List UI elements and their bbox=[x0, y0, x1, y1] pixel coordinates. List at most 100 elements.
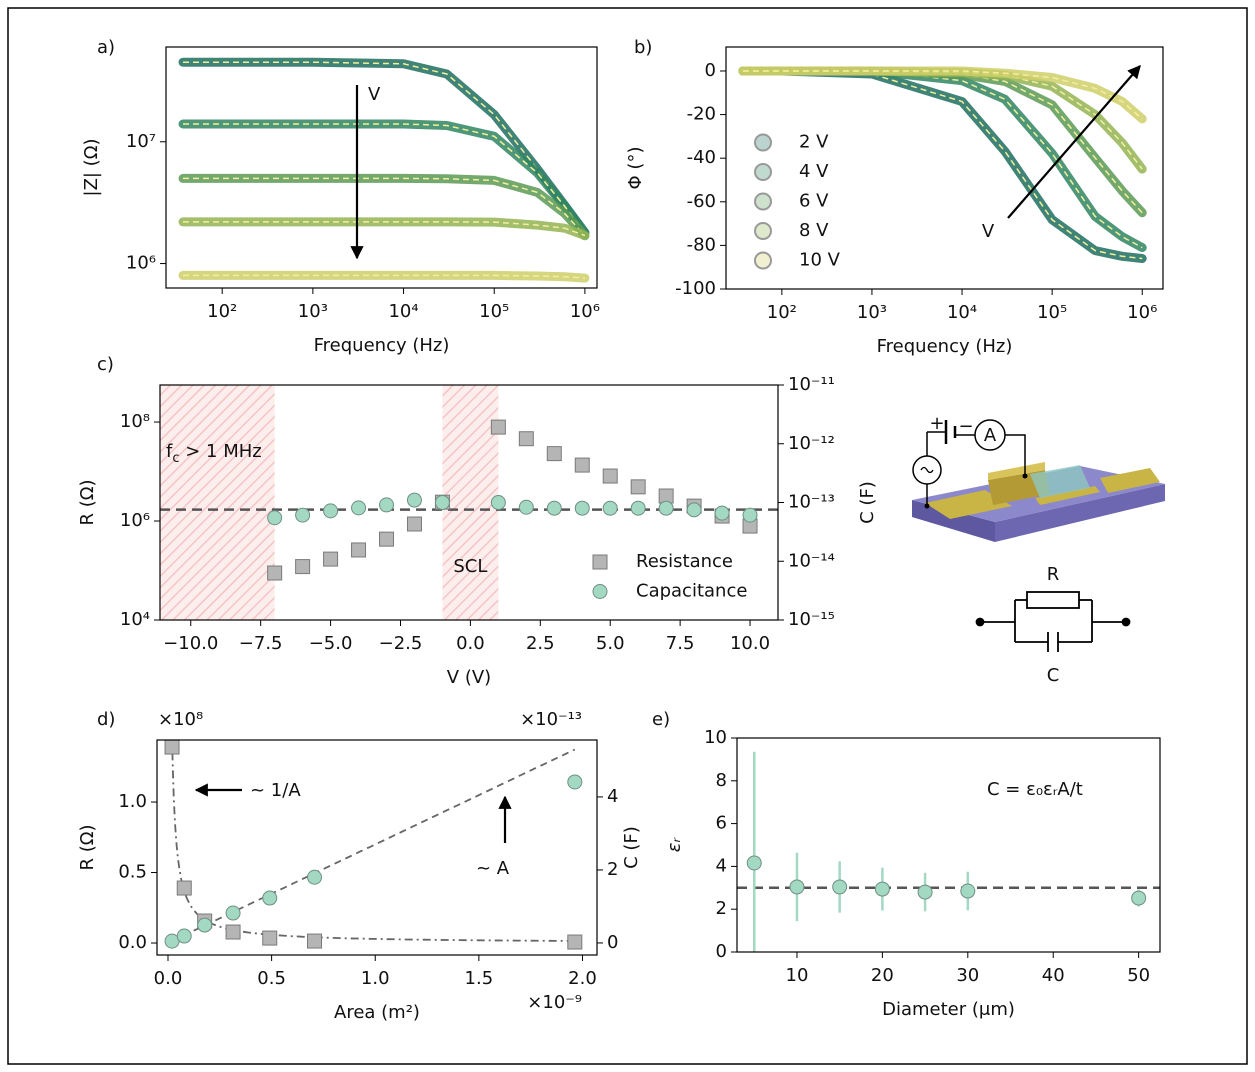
device-illustration: + − A bbox=[912, 413, 1165, 542]
plot-area bbox=[738, 66, 1147, 263]
y-tick-label: 10⁷ bbox=[126, 131, 156, 152]
x-tick-label: 20 bbox=[871, 965, 894, 986]
circle-point bbox=[518, 499, 534, 515]
y-tick-label: 0 bbox=[705, 60, 716, 81]
annotation: V bbox=[982, 221, 995, 242]
square-point bbox=[176, 880, 192, 896]
circle-point bbox=[567, 774, 583, 790]
axes-frame bbox=[725, 46, 1164, 290]
x-axis-label: Frequency (Hz) bbox=[314, 335, 450, 356]
circle-point bbox=[262, 890, 278, 906]
square-point bbox=[307, 933, 323, 949]
x-axis-label: Frequency (Hz) bbox=[877, 336, 1013, 357]
y-tick-label: 10⁶ bbox=[120, 510, 150, 531]
square-point bbox=[225, 924, 241, 940]
circle-point bbox=[630, 500, 646, 516]
plot-area bbox=[737, 751, 1160, 952]
region-label-part: f bbox=[166, 441, 173, 462]
y2-tick-label: 4 bbox=[607, 786, 618, 807]
x-tick-label: −10.0 bbox=[163, 633, 218, 654]
minus-sign: − bbox=[958, 416, 973, 437]
y-tick-label: 1.0 bbox=[118, 791, 147, 812]
circle-point bbox=[742, 507, 758, 523]
circle-point bbox=[406, 492, 422, 508]
legend-label: 10 V bbox=[799, 250, 841, 271]
x-tick-label: 30 bbox=[956, 965, 979, 986]
y-tick-label: 10 bbox=[704, 727, 727, 748]
fit-overlay bbox=[183, 274, 585, 279]
y-tick-label: 10⁸ bbox=[120, 411, 150, 432]
circle-point bbox=[351, 500, 367, 516]
panel-label: c) bbox=[97, 354, 114, 375]
y2-tick-label: 10⁻¹² bbox=[788, 433, 835, 454]
fit-overlay bbox=[183, 123, 586, 234]
ammeter-label: A bbox=[984, 425, 997, 446]
circle-point bbox=[602, 500, 618, 516]
y-tick-label: -40 bbox=[687, 147, 716, 168]
x-tick-label: −2.5 bbox=[379, 633, 423, 654]
circle-point bbox=[658, 500, 674, 516]
y-axis-label: R (Ω) bbox=[77, 479, 98, 525]
y-tick-label: -60 bbox=[687, 191, 716, 212]
square-point bbox=[351, 542, 367, 558]
legend-marker bbox=[754, 251, 772, 270]
panel-label: d) bbox=[97, 709, 115, 730]
axes-frame bbox=[165, 46, 598, 289]
shaded-region bbox=[160, 385, 275, 620]
fit-overlay bbox=[742, 70, 1143, 260]
x-tick-label: 40 bbox=[1042, 965, 1065, 986]
panel-label: a) bbox=[97, 37, 115, 58]
circle-point bbox=[917, 884, 933, 900]
circle-point bbox=[267, 510, 283, 526]
y2-tick-label: 2 bbox=[607, 859, 618, 880]
square-point bbox=[574, 457, 590, 473]
y-offset-label: ×10⁸ bbox=[158, 709, 203, 730]
y2-axis-label: C (F) bbox=[857, 481, 878, 524]
x-axis-label: Diameter (μm) bbox=[882, 999, 1015, 1020]
x-tick-label: −5.0 bbox=[309, 633, 353, 654]
y2-tick-label: 10⁻¹¹ bbox=[788, 374, 835, 395]
annotation: C = ε₀εᵣA/t bbox=[987, 779, 1083, 800]
circle-point bbox=[546, 500, 562, 516]
x-tick-label: 10³ bbox=[298, 301, 328, 322]
square-point bbox=[546, 446, 562, 462]
y-tick-label: 6 bbox=[716, 813, 727, 834]
x-tick-label: 1.5 bbox=[465, 968, 494, 989]
x-tick-label: 2.0 bbox=[568, 968, 597, 989]
x-tick-label: 50 bbox=[1127, 965, 1150, 986]
x-tick-label: 5.0 bbox=[596, 633, 625, 654]
x-tick-label: 2.5 bbox=[526, 633, 555, 654]
y2-tick-label: 10⁻¹⁵ bbox=[788, 609, 835, 630]
legend-marker bbox=[754, 192, 772, 211]
y-tick-label: 10⁶ bbox=[126, 253, 156, 274]
x-tick-label: 10³ bbox=[857, 302, 887, 323]
x-axis-label: V (V) bbox=[447, 667, 491, 688]
legend-marker bbox=[754, 133, 772, 152]
y-tick-label: 4 bbox=[716, 855, 727, 876]
region-label-part: > 1 MHz bbox=[180, 441, 262, 462]
legend-label: 2 V bbox=[799, 132, 829, 153]
circle-point bbox=[307, 869, 323, 885]
x-tick-label: 0.0 bbox=[154, 968, 183, 989]
fit-overlay bbox=[183, 177, 586, 237]
y-tick-label: -20 bbox=[687, 104, 716, 125]
region-label: fc > 1 MHz bbox=[166, 441, 262, 466]
circle-point bbox=[379, 497, 395, 513]
y-tick-label: 8 bbox=[716, 770, 727, 791]
resistor-label: R bbox=[1047, 564, 1060, 585]
panel-label: b) bbox=[634, 37, 652, 58]
annotation: ~ 1/A bbox=[250, 780, 301, 801]
x-tick-label: 10⁶ bbox=[570, 301, 600, 322]
square-point bbox=[267, 565, 283, 581]
circle-point bbox=[832, 879, 848, 895]
plot-area bbox=[160, 419, 778, 581]
square-point bbox=[630, 479, 646, 495]
y-axis-label: Φ (°) bbox=[625, 147, 646, 190]
y-axis-label: |Z| (Ω) bbox=[81, 139, 102, 197]
circle-point bbox=[434, 495, 450, 510]
region-label-part: c bbox=[172, 451, 179, 466]
circle-point bbox=[874, 881, 890, 897]
region-label: SCL bbox=[453, 556, 487, 577]
legend-marker bbox=[754, 222, 772, 240]
square-point bbox=[164, 740, 180, 755]
